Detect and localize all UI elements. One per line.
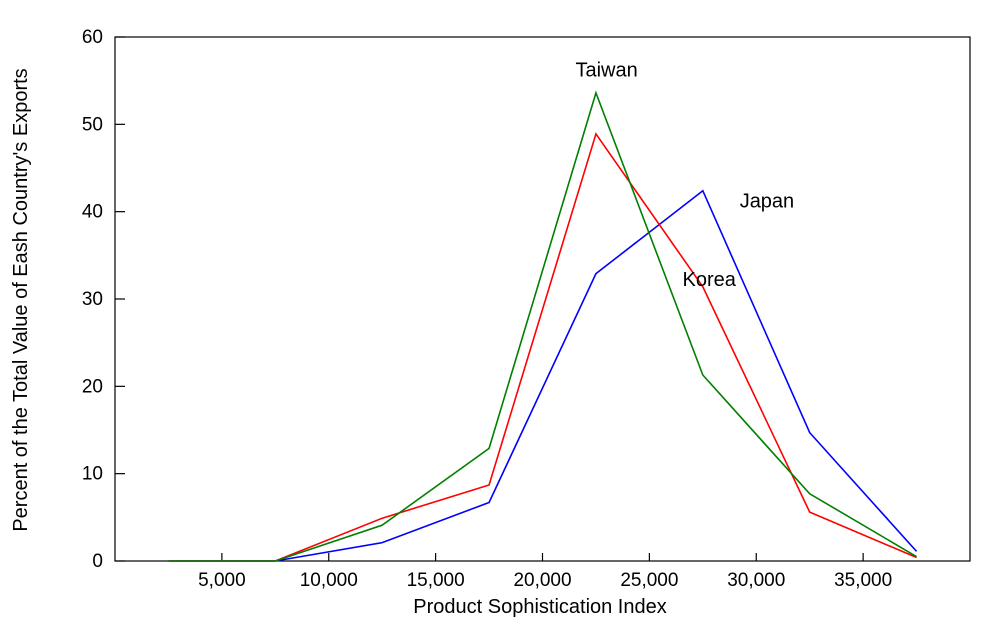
- y-tick-label: 10: [82, 464, 103, 485]
- plot-frame: [114, 36, 971, 562]
- series-line-japan: [168, 189, 918, 562]
- x-tick-label: 5,000: [198, 570, 246, 591]
- x-tick-label: 15,000: [407, 570, 465, 591]
- x-axis-title: Product Sophistication Index: [413, 596, 667, 618]
- y-tick-label: 30: [82, 289, 103, 310]
- x-tick-label: 20,000: [513, 570, 571, 591]
- x-axis-ticks: 5,000 10,000 15,000 20,000 25,000 30,000 35,00…: [198, 553, 892, 591]
- annotation-japan: Japan: [740, 190, 795, 212]
- y-tick-label: 60: [82, 27, 103, 48]
- y-tick-label: 40: [82, 202, 103, 223]
- y-axis-title: Percent of the Total Value of Eash Count…: [10, 68, 32, 531]
- x-tick-label: 10,000: [300, 570, 358, 591]
- y-tick-label: 20: [82, 376, 103, 397]
- series-line-taiwan: [168, 90, 917, 562]
- x-tick-label: 30,000: [727, 570, 785, 591]
- y-axis-ticks: 0 10 20 30 40 50 60: [82, 27, 125, 572]
- series-annotations: Taiwan Japan Korea: [575, 59, 794, 291]
- series-lines: [168, 90, 918, 562]
- annotation-taiwan: Taiwan: [575, 59, 637, 81]
- x-tick-label: 25,000: [620, 570, 678, 591]
- annotation-korea: Korea: [683, 269, 737, 291]
- x-tick-label: 35,000: [834, 570, 892, 591]
- plot-border: [114, 36, 971, 562]
- series-line-korea: [168, 132, 917, 562]
- y-tick-label: 0: [92, 551, 103, 572]
- y-tick-label: 50: [82, 114, 103, 135]
